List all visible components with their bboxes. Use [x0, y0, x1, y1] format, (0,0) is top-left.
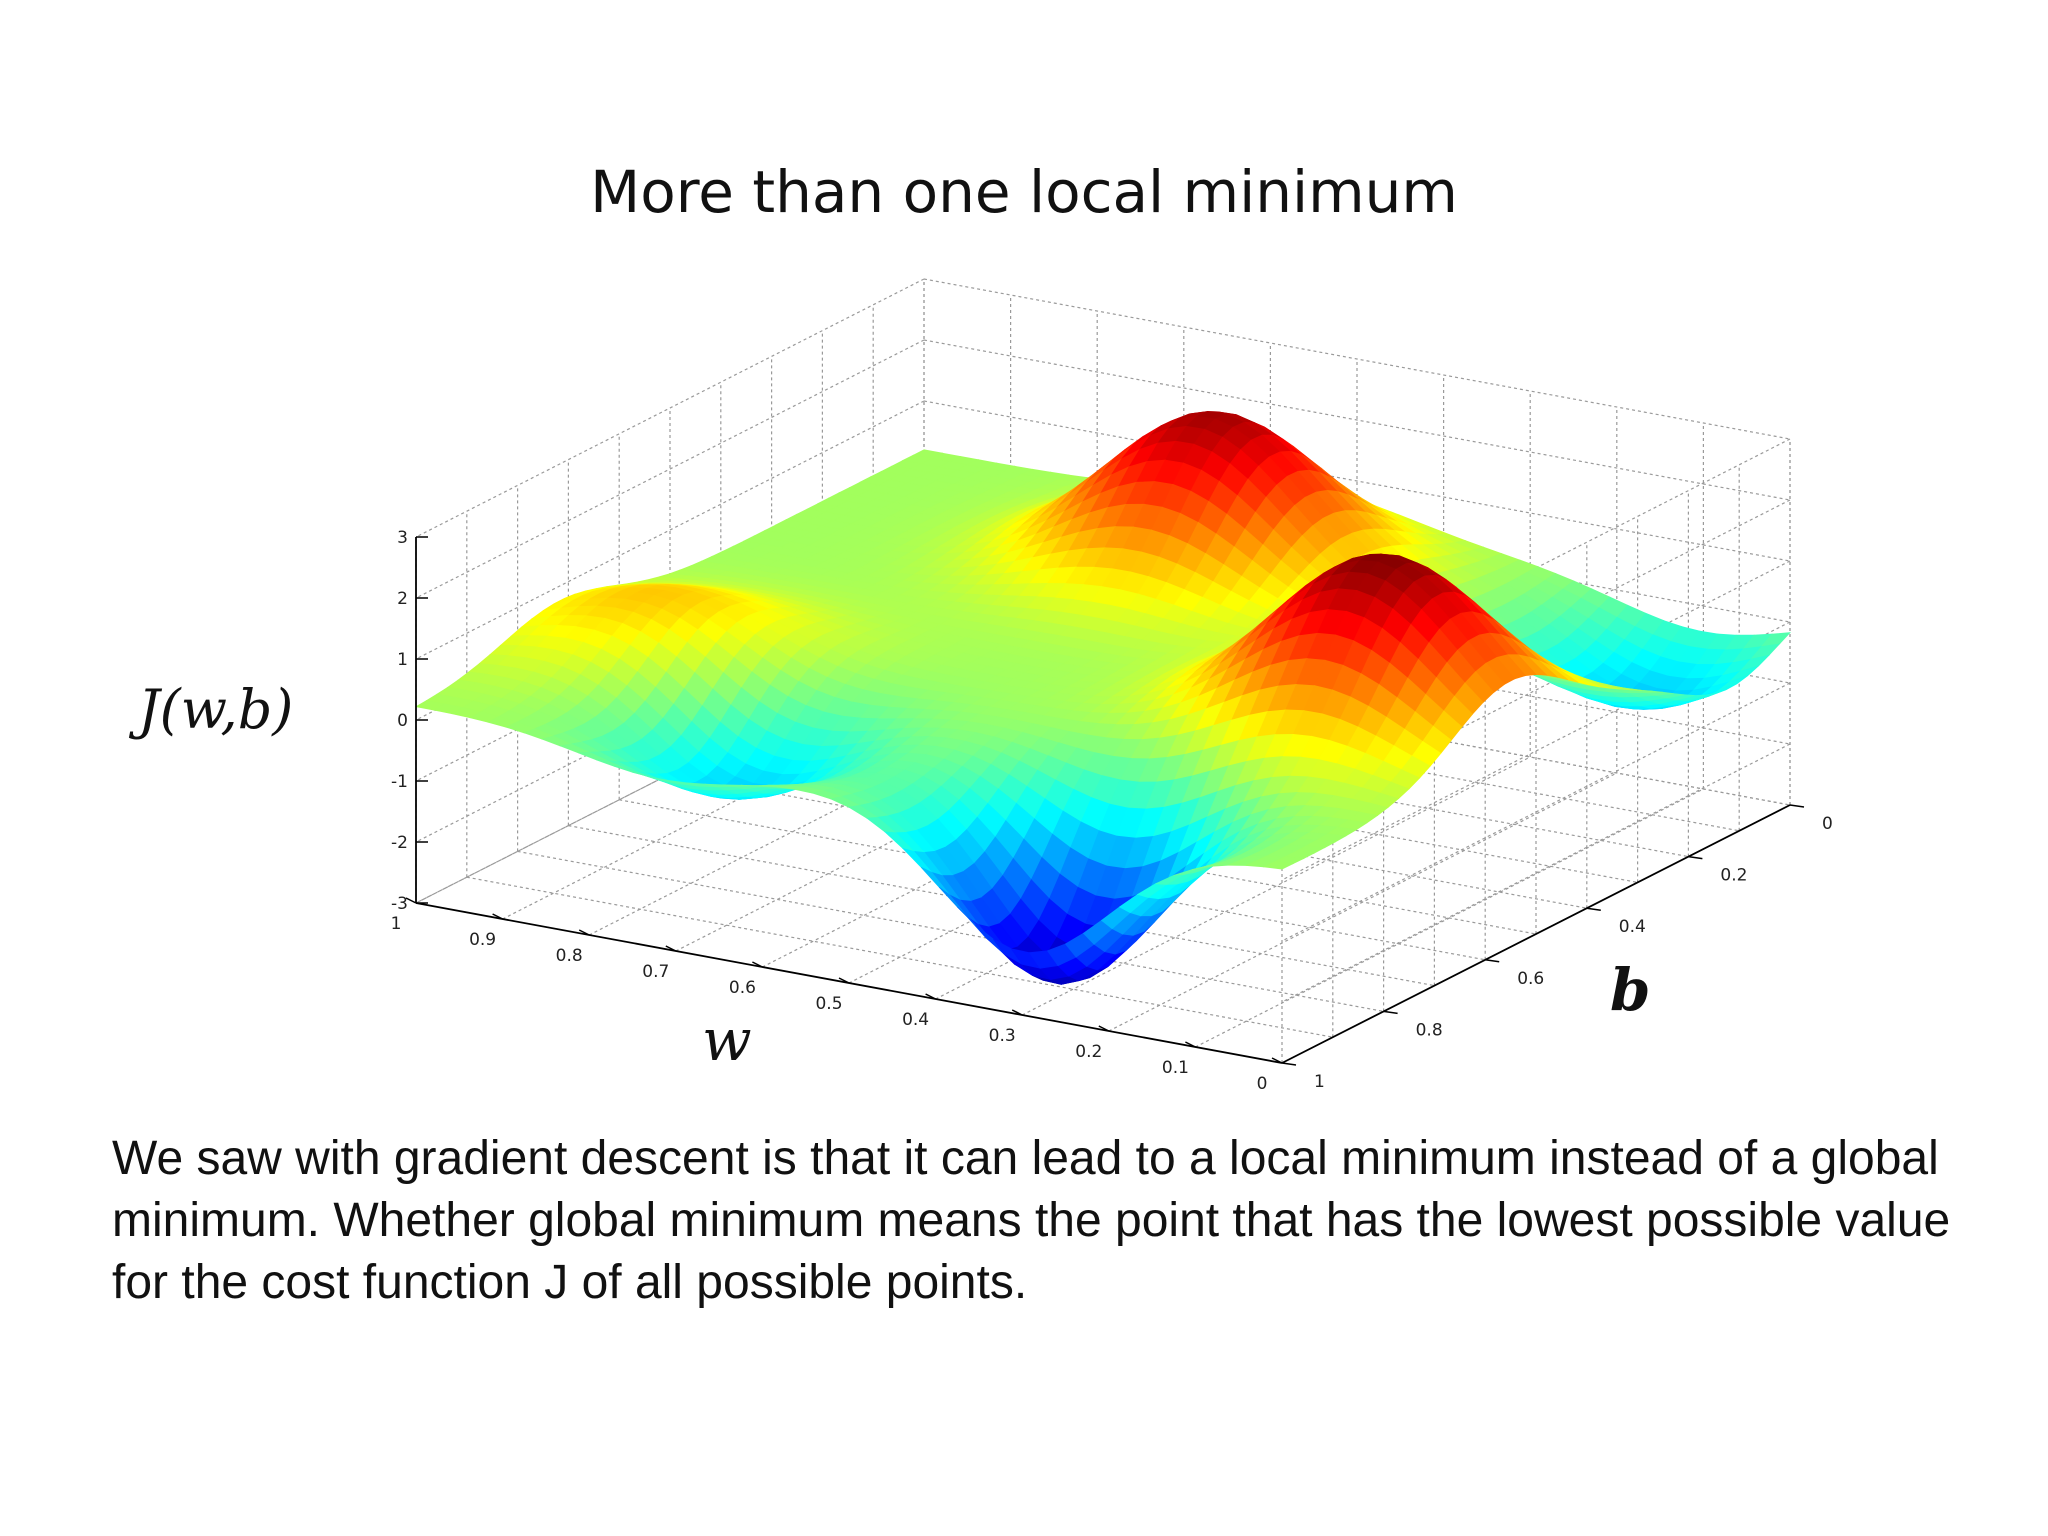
w-tick — [578, 929, 590, 936]
floor-grid-line — [1021, 756, 1531, 1016]
w-tick — [665, 945, 677, 952]
w-tick-label: 0.9 — [469, 930, 496, 950]
b-tick — [1586, 907, 1601, 911]
surface-layer — [414, 411, 1791, 985]
side-wall-grid-line — [1281, 682, 1791, 942]
w-tick-label: 0.5 — [815, 994, 842, 1014]
x-axis-label: w — [702, 1006, 752, 1074]
z-tick-label: -3 — [391, 894, 408, 914]
b-axis-line — [1281, 804, 1791, 1064]
b-tick — [1383, 1010, 1398, 1015]
b-tick-label: 1 — [1314, 1072, 1325, 1092]
w-tick-label: 0.7 — [642, 962, 669, 982]
z-tick-label: -1 — [391, 772, 408, 792]
z-axis-label: J(w,b) — [128, 678, 293, 741]
b-tick-label: 0.2 — [1720, 866, 1747, 886]
back-wall-grid-line — [923, 400, 1791, 562]
z-tick-label: 2 — [397, 589, 408, 609]
w-tick — [1185, 1041, 1196, 1048]
b-tick — [1485, 959, 1500, 963]
w-tick-label: 0.2 — [1075, 1042, 1102, 1062]
w-tick — [925, 993, 936, 1000]
b-tick-label: 0.6 — [1517, 969, 1544, 989]
z-tick-label: 3 — [397, 528, 408, 548]
b-tick-label: 0.8 — [1416, 1020, 1443, 1040]
w-tick — [752, 961, 763, 968]
left-wall-grid-line — [415, 278, 925, 538]
z-tick-label: -2 — [391, 833, 408, 853]
z-tick-label: 1 — [397, 650, 408, 670]
caption-text: We saw with gradient descent is that it … — [112, 1132, 1951, 1309]
surface-cell — [1262, 861, 1295, 870]
w-tick — [1098, 1025, 1110, 1032]
w-tick — [405, 897, 417, 904]
w-tick-label: 1 — [391, 914, 402, 934]
back-wall-grid-line — [923, 339, 1791, 501]
b-tick — [1789, 804, 1805, 808]
w-tick-label: 0 — [1257, 1074, 1268, 1094]
w-tick-label: 0.3 — [989, 1026, 1016, 1046]
slide-title: More than one local minimum — [590, 158, 1458, 226]
w-tick — [838, 977, 850, 984]
y-axis-label: b — [1610, 956, 1651, 1024]
left-wall-grid-line — [415, 400, 925, 660]
w-tick-label: 0.4 — [902, 1010, 929, 1030]
side-wall-grid-line — [1281, 621, 1791, 881]
w-tick — [1271, 1057, 1283, 1064]
b-tick-label: 0.4 — [1619, 917, 1646, 937]
b-tick-label: 0 — [1822, 814, 1833, 834]
b-tick — [1688, 855, 1703, 860]
w-tick — [1011, 1009, 1023, 1016]
floor-grid-line — [517, 850, 1384, 1012]
w-tick-label: 0.1 — [1162, 1058, 1189, 1078]
back-wall-grid-line — [923, 278, 1791, 440]
floor-grid-line — [466, 876, 1333, 1038]
b-tick — [1281, 1062, 1297, 1066]
side-wall-grid-line — [1281, 743, 1791, 1003]
z-tick-label: 0 — [397, 711, 408, 731]
left-wall-grid-line — [415, 339, 925, 599]
w-tick — [492, 913, 503, 920]
w-tick-label: 0.6 — [729, 978, 756, 998]
w-tick-label: 0.8 — [556, 946, 583, 966]
ticks-layer: 1 0.9 0.8 0.7 0.6 0.5 0.4 0.3 0.2 0.1 0 0 0.2 0.4 0.6 0… — [391, 528, 1833, 1094]
